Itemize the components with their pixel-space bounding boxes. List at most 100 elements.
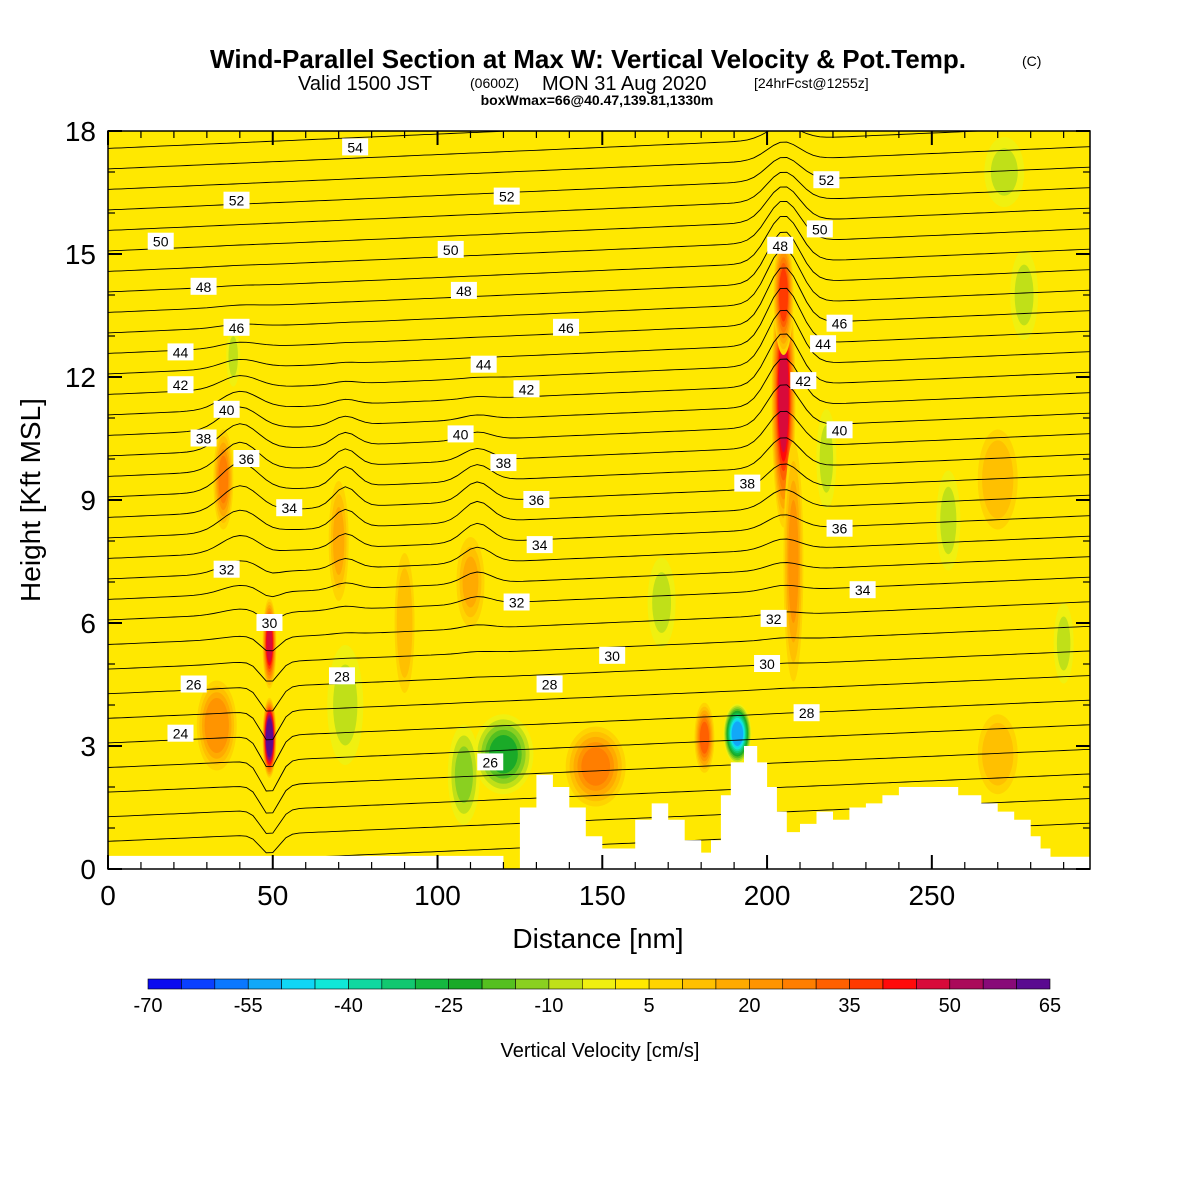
contour-label: 34 bbox=[276, 499, 303, 517]
colorbar-swatch bbox=[949, 978, 984, 990]
velocity-cell bbox=[694, 702, 715, 773]
colorbar-swatch bbox=[281, 978, 316, 990]
contour-label: 40 bbox=[447, 425, 474, 443]
y-tick-label: 12 bbox=[65, 362, 96, 393]
isentrope-line bbox=[108, 410, 1090, 477]
velocity-cell bbox=[647, 557, 676, 648]
velocity-band bbox=[266, 721, 273, 754]
colorbar-tick-label: 5 bbox=[644, 995, 655, 1017]
isentrope-line bbox=[108, 514, 1090, 559]
contour-label-text: 42 bbox=[519, 381, 535, 397]
isentropes bbox=[108, 131, 1090, 869]
isentrope-line bbox=[108, 489, 1090, 539]
isentrope-line bbox=[108, 724, 1090, 792]
contour-label: 46 bbox=[223, 318, 250, 336]
isentrope-line bbox=[108, 650, 1090, 712]
copyright-mark: (C) bbox=[1022, 53, 1041, 69]
velocity-band bbox=[333, 664, 358, 746]
x-tick-label: 200 bbox=[744, 880, 791, 911]
colorbar-swatch bbox=[815, 978, 850, 990]
contour-label-text: 40 bbox=[453, 426, 469, 442]
colorbar-swatch bbox=[882, 978, 917, 990]
velocity-cell bbox=[1053, 603, 1074, 684]
velocity-cell bbox=[565, 726, 626, 807]
isentrope-line bbox=[108, 535, 1090, 580]
contour-label-text: 30 bbox=[604, 648, 620, 664]
colorbar-tick-label: -25 bbox=[434, 995, 463, 1017]
y-tick-label: 18 bbox=[65, 116, 96, 147]
velocity-band bbox=[778, 342, 789, 453]
velocity-band bbox=[819, 425, 834, 493]
colorbar-swatch bbox=[448, 978, 483, 990]
contour-label-text: 46 bbox=[558, 320, 574, 336]
velocity-band bbox=[940, 486, 957, 555]
y-tick-label: 9 bbox=[80, 485, 96, 516]
contour-label: 36 bbox=[233, 450, 260, 467]
colorbar-swatch bbox=[749, 978, 784, 990]
isentrope-line bbox=[108, 231, 1090, 313]
colorbar-swatch bbox=[181, 978, 216, 990]
contour-label: 44 bbox=[167, 343, 194, 361]
contour-label: 32 bbox=[503, 593, 530, 611]
contour-label: 42 bbox=[513, 380, 540, 398]
colorbar-tick-label: -10 bbox=[534, 995, 563, 1017]
contour-label-text: 30 bbox=[262, 615, 278, 631]
colorbar-swatch bbox=[715, 978, 750, 990]
contour-label: 44 bbox=[470, 355, 497, 373]
colorbar-swatch bbox=[247, 978, 282, 990]
contour-label: 52 bbox=[493, 187, 520, 205]
isentrope-line bbox=[108, 309, 1090, 395]
colorbar-swatch bbox=[1016, 978, 1051, 990]
valid-date-label: MON 31 Aug 2020 bbox=[542, 73, 707, 95]
contour-label-text: 48 bbox=[456, 283, 472, 299]
colorbar-swatch bbox=[982, 978, 1017, 990]
y-tick-label: 6 bbox=[80, 608, 96, 639]
isentrope-line bbox=[108, 699, 1090, 768]
colorbar-tick-label: -40 bbox=[334, 995, 363, 1017]
isentrope-line bbox=[108, 131, 991, 170]
contour-label: 26 bbox=[477, 753, 504, 771]
contour-label-text: 36 bbox=[832, 521, 848, 537]
contour-label-text: 36 bbox=[529, 492, 545, 508]
contour-label: 30 bbox=[754, 655, 781, 672]
contour-label-text: 32 bbox=[219, 562, 235, 578]
contour-label-text: 46 bbox=[229, 320, 245, 336]
velocity-cell bbox=[773, 235, 794, 355]
isentrope-line bbox=[108, 287, 1090, 375]
valid-time-label: Valid 1500 JST bbox=[298, 73, 432, 95]
contour-label: 24 bbox=[167, 724, 194, 742]
isentrope-line bbox=[108, 601, 1090, 652]
contour-label-text: 28 bbox=[542, 677, 558, 693]
contour-label: 48 bbox=[450, 281, 477, 299]
contour-label: 50 bbox=[437, 240, 464, 258]
colorbar: -70 -55 -40 -25 -10 5 20 35 50 65 bbox=[134, 978, 1061, 1017]
colorbar-tick-label: -70 bbox=[134, 995, 163, 1017]
contour-label-text: 50 bbox=[812, 221, 828, 237]
contour-label-text: 44 bbox=[815, 336, 831, 352]
contour-label: 30 bbox=[256, 614, 283, 631]
velocity-band bbox=[1014, 264, 1034, 326]
contour-label: 46 bbox=[553, 318, 580, 336]
colorbar-tick-label: 20 bbox=[738, 995, 760, 1017]
velocity-band bbox=[398, 583, 411, 663]
contour-label: 26 bbox=[180, 675, 207, 693]
velocity-band bbox=[581, 747, 611, 786]
contour-label-text: 30 bbox=[759, 656, 775, 672]
velocity-cell bbox=[984, 137, 1025, 207]
contour-label: 32 bbox=[760, 609, 787, 627]
isentrope-line bbox=[108, 358, 1090, 436]
contour-label-text: 44 bbox=[173, 344, 189, 360]
x-tick-label: 50 bbox=[257, 880, 288, 911]
contour-label: 28 bbox=[328, 667, 355, 685]
velocity-band bbox=[699, 721, 710, 754]
velocity-cell bbox=[328, 481, 349, 601]
contour-label-text: 28 bbox=[799, 705, 815, 721]
contour-label: 46 bbox=[826, 314, 853, 332]
contour-label-text: 34 bbox=[281, 500, 297, 516]
contour-label: 42 bbox=[790, 372, 817, 390]
colorbar-swatch bbox=[615, 978, 650, 990]
contour-label-text: 38 bbox=[196, 431, 212, 447]
contour-label: 40 bbox=[826, 421, 853, 439]
